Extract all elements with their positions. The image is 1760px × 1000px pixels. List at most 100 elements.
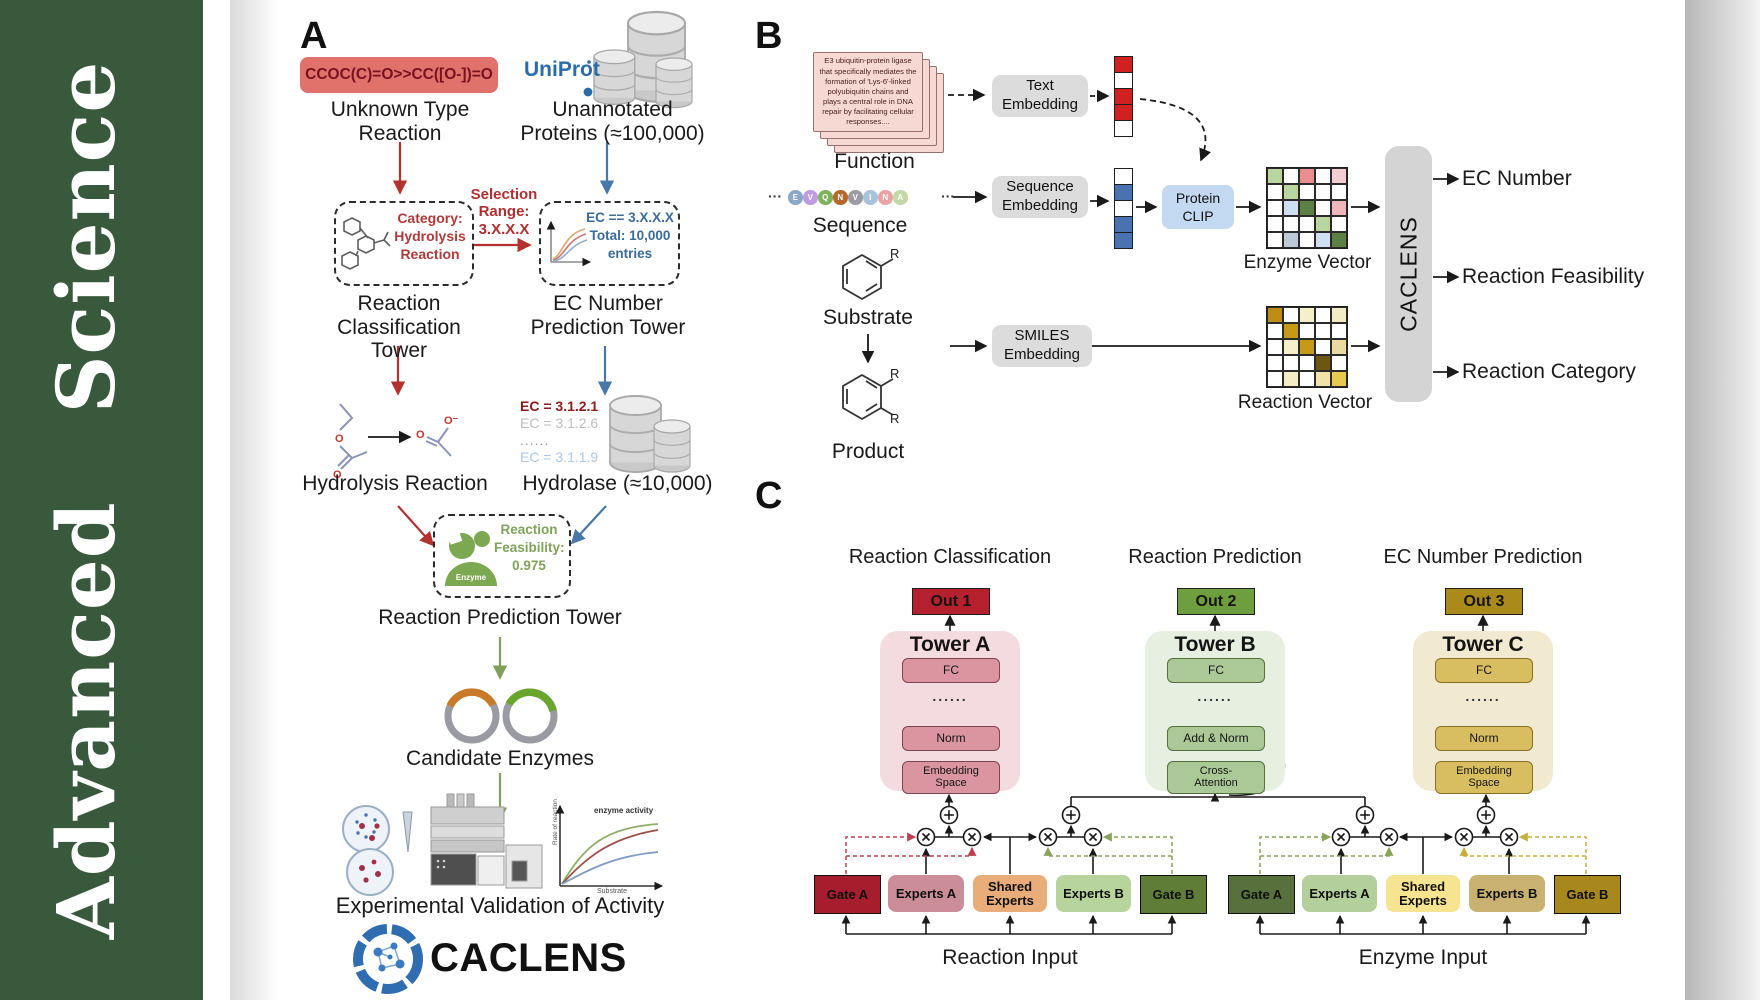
plasmid-icons xyxy=(444,688,558,744)
enzyme-gate-a: Gate A xyxy=(1228,875,1295,914)
tower-c-dots: ...... xyxy=(1465,688,1501,704)
ec-prediction-dashed-box xyxy=(539,201,680,286)
hydrolase-label: Hydrolase (≈10,000) xyxy=(522,472,713,495)
text-line: Range: xyxy=(478,203,530,221)
ec-result-last: EC = 3.1.1.9 xyxy=(520,449,599,466)
unknown-type-reaction-label: Unknown Type Reaction xyxy=(300,98,500,145)
text-line: polyubiquitin chains and xyxy=(827,86,909,96)
vector-cell xyxy=(1115,201,1132,217)
matrix-cell xyxy=(1267,200,1283,216)
enzyme-vector-matrix xyxy=(1266,167,1348,249)
product-molecule xyxy=(842,373,894,421)
matrix-cell xyxy=(1331,307,1347,323)
reaction-prediction-dashed-box xyxy=(433,514,571,598)
unannotated-line2: Proteins (≈100,000) xyxy=(520,121,705,145)
matrix-cell xyxy=(1331,355,1347,371)
text-line: repair by facilitating cellular xyxy=(822,107,914,117)
text-embedding-vector xyxy=(1114,56,1133,137)
page-left-shadow xyxy=(230,0,300,1000)
matrix-cell xyxy=(1267,339,1283,355)
multiply-node xyxy=(1331,827,1351,847)
matrix-cell xyxy=(1331,200,1347,216)
matrix-cell xyxy=(1267,323,1283,339)
text-line: E3 ubiquitin-protein ligase xyxy=(824,56,912,66)
reaction-prediction-tower-label: Reaction Prediction Tower xyxy=(378,606,622,629)
vector-cell xyxy=(1115,89,1132,105)
residue-circle: A xyxy=(893,190,908,205)
matrix-cell xyxy=(1299,339,1315,355)
tower-a-title: Tower A xyxy=(909,633,991,656)
matrix-cell xyxy=(1283,355,1299,371)
matrix-cell xyxy=(1315,355,1331,371)
tower-a-embedding-space: Embedding Space xyxy=(902,761,1000,794)
text-line: that specifically mediates the xyxy=(819,66,917,76)
text-line: Feasibility: xyxy=(494,540,565,556)
sequence-embedding-line2: Embedding xyxy=(1002,197,1078,214)
text-line: EC == 3.X.X.X xyxy=(586,210,674,225)
enzyme-icon xyxy=(445,531,497,586)
enzyme-shared-experts: Shared Experts xyxy=(1386,875,1460,912)
text-line: entries xyxy=(607,246,653,262)
matrix-cell xyxy=(1283,216,1299,232)
matrix-cell xyxy=(1299,216,1315,232)
text-embedding-box: Text Embedding xyxy=(992,75,1088,117)
svg-text:O⁻: O⁻ xyxy=(444,415,459,427)
matrix-cell xyxy=(1299,323,1315,339)
reaction-vector-matrix xyxy=(1266,306,1348,388)
matrix-cell xyxy=(1315,339,1331,355)
function-card: E3 ubiquitin-protein ligase that specific… xyxy=(813,52,923,132)
matrix-cell xyxy=(1315,371,1331,387)
text-line: Total: 10,000 xyxy=(589,228,671,244)
enzyme-experts-a: Experts A xyxy=(1302,875,1377,912)
tower-c-embedding-space: Embedding Space xyxy=(1435,761,1533,794)
category-hydrolysis-text: Category: Hydrolysis Reaction xyxy=(392,209,468,264)
matrix-cell xyxy=(1283,339,1299,355)
gate-dashed-wires xyxy=(845,832,1587,874)
selection-range-label: Selection Range: 3.X.X.X xyxy=(466,186,542,238)
reaction-feasibility-text: Reaction Feasibility: 0.975 xyxy=(494,521,565,576)
product-label: Product xyxy=(831,440,905,463)
substrate-molecule xyxy=(842,253,894,301)
reaction-prediction-title: Reaction Prediction xyxy=(1128,546,1302,568)
matrix-cell xyxy=(1331,184,1347,200)
reaction-classification-tower-label: Reaction Classification Tower xyxy=(308,292,490,363)
page-right-shadow xyxy=(1685,0,1760,1000)
tower-c-title: Tower C xyxy=(1442,633,1524,656)
residue-circle: V xyxy=(848,190,863,205)
ec-curves-icon xyxy=(546,220,592,267)
text-line: Selection xyxy=(470,186,538,203)
matrix-cell xyxy=(1331,168,1347,184)
vector-cell xyxy=(1115,105,1132,121)
svg-text:O: O xyxy=(335,433,344,445)
substrate-r-label: R xyxy=(890,246,900,261)
ec-range-text: EC == 3.X.X.X Total: 10,000 entries xyxy=(586,209,674,264)
plot-ylabel: Rate of reaction xyxy=(552,799,559,845)
enzyme-vector-label: Enzyme Vector xyxy=(1243,252,1372,273)
matrix-cell xyxy=(1283,232,1299,248)
svg-text:O: O xyxy=(333,469,342,481)
tower-c-norm: Norm xyxy=(1435,726,1533,751)
text-line: responses.... xyxy=(846,117,890,127)
ec-number-prediction-tower-label: EC Number Prediction Tower xyxy=(518,292,698,339)
enzyme-experts-b: Experts B xyxy=(1469,875,1545,912)
reaction-molecule-icon xyxy=(341,217,391,270)
sequence-ellipsis-left: ··· xyxy=(768,188,782,204)
add-node xyxy=(1061,805,1081,825)
tower-a-dots: ...... xyxy=(932,688,968,704)
multiply-node xyxy=(1083,827,1103,847)
unannotated-line1: Unannotated xyxy=(552,98,673,121)
smiles-reaction-box: CCOC(C)=O>>CC([O-])=O xyxy=(300,57,498,93)
smiles-embedding-box: SMILES Embedding xyxy=(992,325,1092,367)
hydrolysis-reaction-label: Hydrolysis Reaction xyxy=(302,472,488,495)
output-reaction-feasibility: Reaction Feasibility xyxy=(1462,265,1645,288)
ec-results-list: EC = 3.1.2.1 EC = 3.1.2.6 ...... EC = 3.… xyxy=(520,398,610,466)
protein-clip-box: Protein CLIP xyxy=(1162,185,1234,229)
tower-c-bottom-text: Embedding Space xyxy=(1456,764,1512,789)
ec-result-top: EC = 3.1.2.1 xyxy=(520,398,599,414)
enzyme-shared-experts-text: Shared Experts xyxy=(1399,878,1447,908)
sequence-ellipsis-right: ··· xyxy=(941,188,955,204)
matrix-cell xyxy=(1331,371,1347,387)
matrix-cell xyxy=(1267,184,1283,200)
ec-tower-line1: EC Number xyxy=(553,292,663,315)
